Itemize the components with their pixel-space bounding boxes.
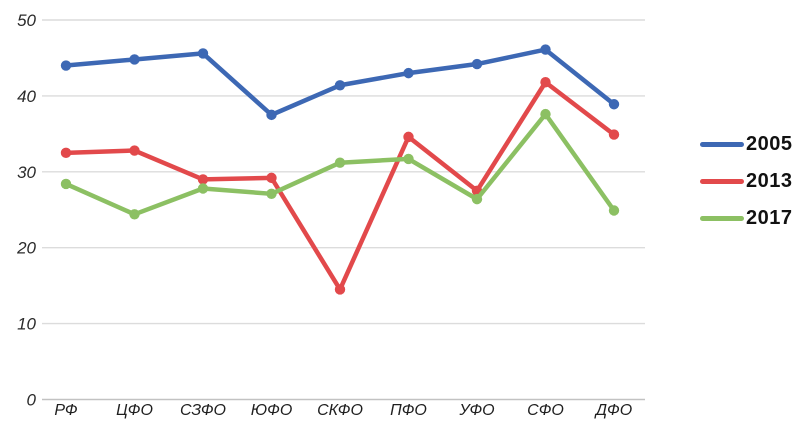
gridlines [42, 19, 645, 401]
data-point-2005-СЗФО [197, 48, 209, 59]
series-2017 [60, 108, 620, 220]
data-point-2005-ЮФО [266, 109, 277, 121]
data-point-2013-СФО [540, 77, 551, 88]
x-tick-label: ДФО [594, 402, 632, 419]
series-2013 [60, 77, 620, 295]
x-tick-label: СКФО [317, 402, 363, 419]
series-line-2013 [63, 79, 617, 292]
y-tick-label: 50 [17, 11, 36, 30]
data-point-2017-ЦФО [129, 209, 140, 220]
data-point-2017-ДФО [608, 205, 620, 216]
y-tick-label: 30 [17, 163, 36, 182]
data-point-2005-СКФО [334, 80, 346, 91]
data-point-2005-ПФО [403, 67, 414, 79]
data-point-2017-РФ [60, 178, 72, 190]
x-tick-label: СФО [527, 402, 564, 419]
data-point-2017-ПФО [403, 153, 414, 165]
x-tick-label: СЗФО [180, 402, 226, 419]
data-point-2013-ЦФО [129, 145, 140, 156]
legend-item-2017: 2017 [700, 206, 793, 230]
x-tick-label: ПФО [390, 402, 427, 419]
data-point-2017-ЮФО [266, 188, 277, 200]
series-2005 [60, 44, 620, 121]
legend-line-2017-icon [700, 215, 744, 221]
x-tick-label: УФО [458, 402, 494, 419]
data-point-2005-УФО [471, 58, 483, 70]
legend-item-2013: 2013 [700, 169, 793, 193]
data-point-2017-СЗФО [197, 183, 209, 194]
data-point-2017-СФО [540, 108, 551, 120]
legend-label-2017: 2017 [746, 206, 793, 229]
data-point-2017-СКФО [334, 157, 346, 168]
data-point-2013-СКФО [334, 284, 346, 295]
y-tick-label: 20 [16, 239, 36, 258]
x-axis-labels: РФ ЦФО СЗФО ЮФО СКФО ПФО УФО СФО ДФО [54, 402, 632, 419]
legend: 2005 2013 2017 [700, 132, 793, 243]
legend-line-2013-icon [700, 178, 744, 184]
x-tick-label: РФ [54, 402, 77, 419]
data-point-2005-ЦФО [129, 54, 140, 65]
legend-label-2013: 2013 [746, 169, 793, 192]
data-point-2013-СЗФО [197, 174, 209, 185]
y-tick-label: 10 [17, 315, 36, 334]
legend-line-2005-icon [700, 141, 744, 147]
data-point-2013-ПФО [403, 131, 414, 143]
data-point-2013-РФ [60, 147, 72, 159]
x-tick-label: ЮФО [251, 402, 293, 419]
y-axis-labels: 0 10 20 30 40 50 [16, 11, 36, 410]
data-point-2017-УФО [471, 193, 483, 205]
x-tick-label: ЦФО [116, 402, 153, 419]
data-point-2005-ДФО [608, 99, 620, 110]
y-tick-label: 40 [17, 87, 36, 106]
legend-item-2005: 2005 [700, 132, 793, 156]
data-point-2013-ЮФО [266, 172, 277, 184]
data-point-2013-ДФО [608, 129, 620, 140]
y-tick-label: 0 [27, 391, 37, 410]
legend-label-2005: 2005 [746, 132, 793, 155]
data-point-2005-СФО [540, 44, 551, 55]
data-point-2005-РФ [60, 60, 72, 71]
